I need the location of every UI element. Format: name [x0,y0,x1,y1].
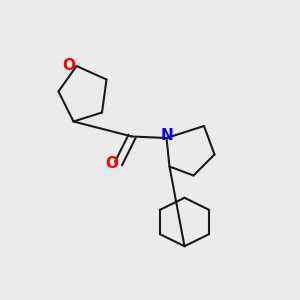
Text: O: O [105,156,119,171]
Text: N: N [160,128,173,142]
Text: O: O [62,58,76,74]
